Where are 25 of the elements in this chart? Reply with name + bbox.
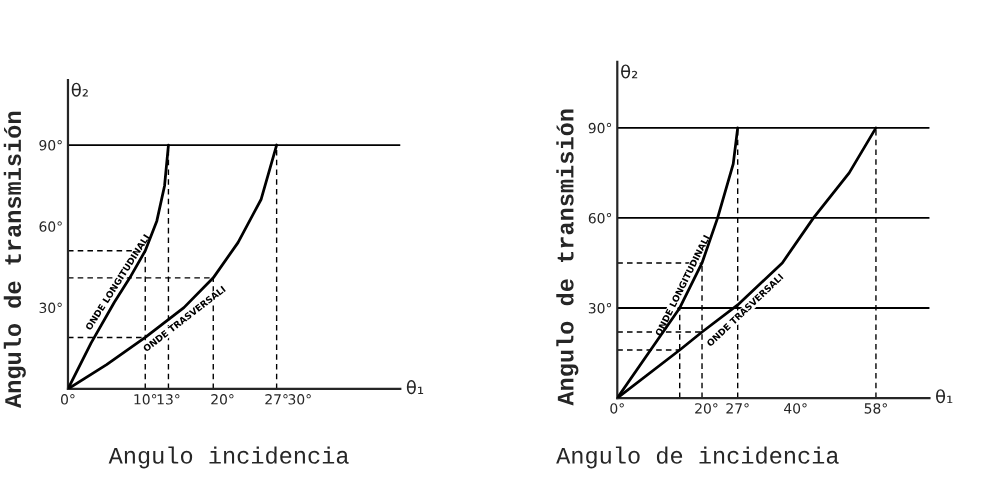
y-axis-title: Angulo de transmisión: [3, 111, 26, 408]
annotation: θ₂: [621, 64, 638, 79]
x-tick-label: 20°: [211, 394, 234, 405]
y-tick-label: 90°: [39, 140, 62, 151]
y-tick-label: 60°: [588, 212, 612, 224]
text: θ₁: [936, 389, 953, 404]
y-tick-label: 30°: [588, 302, 612, 314]
x-tick-label: 40°: [784, 403, 807, 414]
x-tick-label: 30°: [288, 394, 311, 405]
annotation: θ₂: [71, 82, 88, 97]
x-axis-title: Angulo de incidencia: [556, 446, 839, 469]
y-tick-label: 60°: [39, 221, 62, 232]
x-tick-label: 10°: [134, 394, 157, 405]
x-axis-title: Angulo incidencia: [108, 446, 349, 469]
x-tick-label: 20°: [695, 403, 718, 414]
x-tick-label: 58°: [864, 403, 887, 414]
y-axis-title: Angulo de transmisión: [556, 109, 579, 406]
y-tick-label: 90°: [588, 122, 612, 134]
text: θ₁: [406, 380, 424, 395]
x-tick-label: 0°: [610, 403, 624, 414]
y-tick-label: 30°: [39, 302, 62, 314]
x-tick-label: 27°: [265, 394, 288, 405]
x-tick-label: 13°: [157, 394, 180, 405]
x-tick-label: 27°: [726, 403, 749, 414]
x-tick-label: 0°: [61, 394, 75, 405]
